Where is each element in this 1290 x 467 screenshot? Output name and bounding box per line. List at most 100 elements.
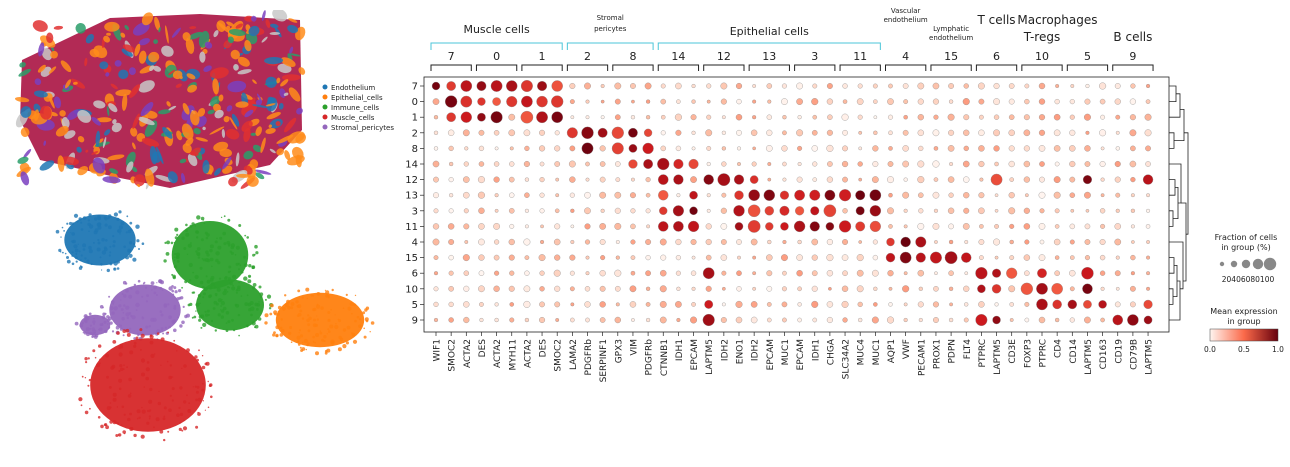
umap-cluster-stromal-point xyxy=(174,290,178,294)
tissue-blob xyxy=(298,67,306,75)
gene-label-idh2: IDH2 xyxy=(751,339,761,361)
dot-6-laptm5 xyxy=(1146,271,1151,276)
celltype-label: B cells xyxy=(1113,30,1152,44)
umap-cluster-immune-2-point xyxy=(202,296,205,299)
umap-cluster-muscle-point xyxy=(136,417,139,420)
dot-7-muc1 xyxy=(872,83,878,89)
dot-2-pdpn xyxy=(948,129,955,136)
row-label-11: 11 xyxy=(405,222,418,233)
gene-label-foxp3: FOXP3 xyxy=(1023,339,1033,368)
dot-3-vim xyxy=(630,208,636,214)
umap-cluster-epithelial-point xyxy=(324,351,328,355)
tissue-blob xyxy=(106,32,111,36)
umap-cluster-immune-point xyxy=(176,255,180,259)
umap-cluster-endothelium-point xyxy=(71,222,75,225)
umap-cluster-muscle-point xyxy=(122,430,126,434)
umap-cluster-muscle-point xyxy=(207,406,210,409)
tissue-blob xyxy=(212,78,220,95)
tissue-blob xyxy=(252,79,257,84)
tissue-blob xyxy=(244,109,254,118)
dot-11-flt4 xyxy=(962,223,970,230)
umap-cluster-immune-2-point xyxy=(220,309,225,313)
umap-cluster-epithelial-point xyxy=(351,312,353,315)
umap-cluster-immune-point xyxy=(184,280,188,284)
row-label-5: 5 xyxy=(412,300,418,311)
dot-12-laptm5 xyxy=(990,173,1003,186)
dot-8-muc1 xyxy=(781,145,788,152)
umap-cluster-immune-point xyxy=(243,255,246,259)
umap-cluster-epithelial-point xyxy=(313,307,317,312)
dot-13-epcam xyxy=(794,189,805,201)
umap-cluster-epithelial-point xyxy=(317,293,319,296)
tissue-blob xyxy=(59,110,66,117)
dot-14-idh2 xyxy=(751,161,757,167)
umap-cluster-epithelial-point xyxy=(326,333,328,335)
tissue-blob xyxy=(132,142,136,150)
tissue-blob xyxy=(266,111,281,120)
umap-cluster-stromal-point xyxy=(146,294,150,297)
gene-label-epcam: EPCAM xyxy=(690,339,700,370)
umap-cluster-endothelium-point xyxy=(70,232,72,234)
dot-15-cd14 xyxy=(1070,255,1075,260)
dot-7-epcam xyxy=(766,83,773,89)
tissue-blob xyxy=(130,127,138,137)
umap-cluster-immune-2-point xyxy=(206,309,210,313)
tissue-blob xyxy=(132,22,150,36)
dot-4-wif1 xyxy=(432,238,440,246)
umap-cluster-epithelial-point xyxy=(352,339,358,344)
dot-8-idh1 xyxy=(811,145,818,152)
dot-9-idh1 xyxy=(812,317,818,323)
dot-9-des xyxy=(539,316,546,324)
dot-14-idh2 xyxy=(721,161,727,167)
dot-15-des xyxy=(478,254,485,261)
dot-1-des xyxy=(536,111,548,124)
umap-cluster-immune-point xyxy=(175,252,180,257)
dot-7-ptprc xyxy=(1038,82,1046,90)
dot-5-muc1 xyxy=(873,302,878,307)
dot-6-muc1 xyxy=(782,270,787,276)
dot-2-idh2 xyxy=(721,130,726,135)
umap-cluster-epithelial-point xyxy=(307,323,311,327)
dot-1-laptm5 xyxy=(1144,113,1152,121)
umap-cluster-muscle-point xyxy=(196,385,200,389)
dot-13-epcam xyxy=(763,189,775,201)
umap-cluster-epithelial-point xyxy=(316,304,321,309)
dot-0-epcam xyxy=(691,99,696,104)
size-legend-dot-60 xyxy=(1241,259,1251,269)
gene-label-aqp1: AQP1 xyxy=(887,339,897,363)
cluster-label-5: 5 xyxy=(1084,50,1091,63)
umap-cluster-muscle-point xyxy=(89,407,91,410)
tissue-blob xyxy=(121,93,128,111)
umap-cluster-epithelial-point xyxy=(331,288,334,292)
dot-2-myh11 xyxy=(508,129,516,137)
tissue-blob xyxy=(244,39,252,52)
umap-cluster-epithelial-point xyxy=(364,317,369,322)
dot-7-pdpn xyxy=(948,83,954,89)
tissue-blob xyxy=(168,69,176,76)
umap-cluster-epithelial-point xyxy=(335,323,337,325)
tissue-blob xyxy=(213,103,221,112)
umap-cluster-epithelial-point xyxy=(353,303,356,307)
tissue-blob xyxy=(280,79,289,87)
umap-cluster-immune-point xyxy=(163,259,167,263)
umap-cluster-immune-point xyxy=(218,277,222,280)
dot-8-laptm5 xyxy=(993,145,1000,152)
tissue-blob xyxy=(265,19,271,28)
dot-10-epcam xyxy=(766,285,773,292)
dot-12-lama2 xyxy=(569,176,576,183)
dot-15-ptprc xyxy=(1038,254,1046,261)
umap-cluster-endothelium-point xyxy=(106,268,111,273)
umap-cluster-muscle-point xyxy=(163,406,167,410)
umap-cluster-endothelium-point xyxy=(78,217,82,221)
umap-cluster-muscle-point xyxy=(139,328,143,332)
gene-label-gpx3: GPX3 xyxy=(614,339,624,363)
gene-label-ptprc: PTPRC xyxy=(978,339,988,367)
dot-15-laptm5 xyxy=(1146,255,1151,260)
umap-cluster-immune-point xyxy=(252,253,255,257)
umap-cluster-stromal-point xyxy=(129,327,132,330)
dot-10-muc1 xyxy=(781,286,787,292)
color-legend-title-2: in group xyxy=(1227,317,1260,326)
umap-cluster-epithelial-point xyxy=(280,318,283,321)
dot-11-idh2 xyxy=(747,220,761,233)
umap-cluster-endothelium-point xyxy=(60,236,62,238)
